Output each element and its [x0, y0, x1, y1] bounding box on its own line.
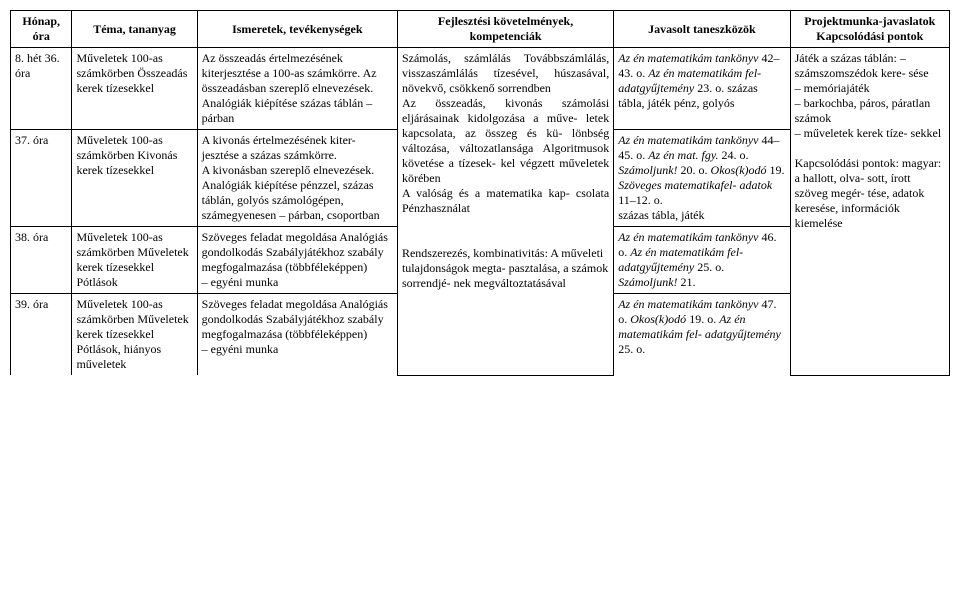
header-project: Projektmunka-javaslatok Kapcsolódási pon… [790, 11, 949, 48]
tool-title: Az én matematikám tankönyv [618, 230, 758, 244]
req-text-1: Számolás, számlálás Továbbszámlálás, vis… [402, 51, 609, 216]
tool-title: Az én matematikám tankönyv [618, 133, 758, 147]
header-activities: Ismeretek, tevékenységek [197, 11, 397, 48]
project-text-1: Játék a százas táblán: – számszomszédok … [795, 51, 945, 141]
header-row: Hónap, óra Téma, tananyag Ismeretek, tev… [11, 11, 950, 48]
cell-topic: Műveletek 100-as számkörben Műveletek ke… [72, 227, 197, 294]
req-text-2: Rendszerezés, kombinativitás: A műveleti… [402, 246, 609, 291]
cell-hour: 39. óra [11, 294, 72, 376]
tool-title: Az én mat. fgy. [648, 148, 718, 162]
tool-pages: 19. [767, 163, 785, 177]
project-text-2: Kapcsolódási pontok: magyar: a hallott, … [795, 156, 945, 231]
cell-tools: Az én matematikám tankönyv 44–45. o. Az … [614, 130, 790, 227]
cell-activities: A kivonás értelmezésének kiter- jesztése… [197, 130, 397, 227]
cell-topic: Műveletek 100-as számkörben Kivonás kere… [72, 130, 197, 227]
tool-title: Okos(k)odó [711, 163, 767, 177]
tool-pages: 25. o. [618, 342, 645, 356]
tool-title: Szöveges matematikafel- adatok [618, 178, 772, 192]
header-topic: Téma, tananyag [72, 11, 197, 48]
tool-pages: 21. [678, 275, 696, 289]
header-tools: Javasolt taneszközök [614, 11, 790, 48]
curriculum-table: Hónap, óra Téma, tananyag Ismeretek, tev… [10, 10, 950, 376]
tool-pages: 24. o. [719, 148, 749, 162]
cell-activities: Az összeadás értelmezésének kiterjesztés… [197, 48, 397, 130]
cell-activities: Szöveges feladat megoldása Analógiás gon… [197, 294, 397, 376]
cell-hour: 8. hét 36. óra [11, 48, 72, 130]
tool-title: Számoljunk! [618, 275, 677, 289]
header-requirements: Fejlesztési követelmények, kompetenciák [397, 11, 613, 48]
cell-tools: Az én matematikám tankönyv 47. o. Okos(k… [614, 294, 790, 376]
tool-title: Okos(k)odó [630, 312, 686, 326]
cell-tools: Az én matematikám tankönyv 46. o. Az én … [614, 227, 790, 294]
tool-pages: 19. o. [686, 312, 719, 326]
tool-pages: 25. o. [694, 260, 724, 274]
cell-requirements: Számolás, számlálás Továbbszámlálás, vis… [397, 48, 613, 376]
tool-pages: 11–12. o. százas tábla, játék [618, 193, 704, 222]
cell-topic: Műveletek 100-as számkörben Műveletek ke… [72, 294, 197, 376]
cell-hour: 37. óra [11, 130, 72, 227]
cell-activities: Szöveges feladat megoldása Analógiás gon… [197, 227, 397, 294]
cell-project: Játék a százas táblán: – számszomszédok … [790, 48, 949, 376]
header-hour: Hónap, óra [11, 11, 72, 48]
tool-title: Az én matematikám fel- adatgyűjtemény [618, 245, 743, 274]
tool-title: Az én matematikám tankönyv [618, 297, 758, 311]
table-row: 8. hét 36. óra Műveletek 100-as számkörb… [11, 48, 950, 130]
tool-pages: 20. o. [678, 163, 711, 177]
tool-title: Az én matematikám tankönyv [618, 51, 758, 65]
cell-topic: Műveletek 100-as számkörben Összeadás ke… [72, 48, 197, 130]
cell-tools: Az én matematikám tankönyv 42–43. o. Az … [614, 48, 790, 130]
tool-title: Számoljunk! [618, 163, 677, 177]
cell-hour: 38. óra [11, 227, 72, 294]
